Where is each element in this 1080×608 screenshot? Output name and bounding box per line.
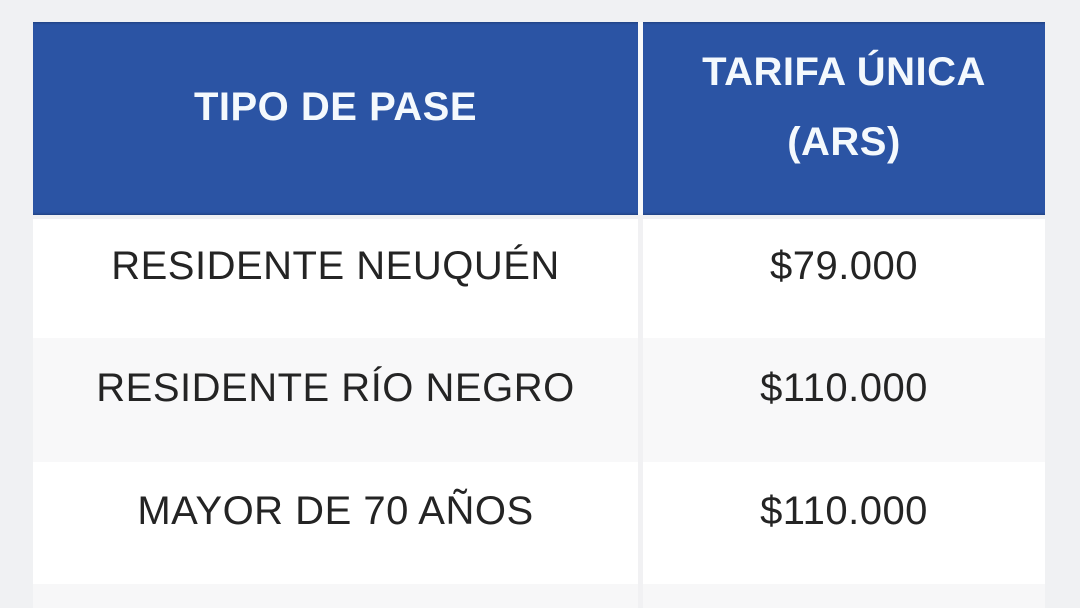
column-divider — [638, 338, 643, 462]
table-row-mayor-de-70: MAYOR DE 70 AÑOS $110.000 — [33, 462, 1045, 584]
cell-empty — [33, 584, 638, 608]
cell-tarifa: $110.000 — [643, 338, 1045, 462]
column-divider — [638, 219, 643, 338]
header-cell-tipo-de-pase: TIPO DE PASE — [33, 22, 638, 215]
header-label-tarifa-unica-line2: (ARS) — [787, 119, 901, 164]
cell-tipo-de-pase: RESIDENTE RÍO NEGRO — [33, 338, 638, 462]
header-column-divider — [638, 22, 643, 215]
column-divider — [638, 584, 643, 607]
table-row-residente-neuquen: RESIDENTE NEUQUÉN $79.000 — [33, 219, 1045, 338]
table-header-row: TIPO DE PASE TARIFA ÚNICA (ARS) — [33, 22, 1045, 215]
cell-tipo-de-pase: MAYOR DE 70 AÑOS — [33, 462, 638, 584]
cell-tipo-de-pase: RESIDENTE NEUQUÉN — [33, 219, 638, 338]
column-divider — [638, 462, 643, 584]
table-row-partial-bottom — [33, 584, 1045, 608]
header-label-tarifa-unica-line1: TARIFA ÚNICA — [702, 49, 986, 94]
tariff-table: TIPO DE PASE TARIFA ÚNICA (ARS) RESIDENT… — [33, 22, 1045, 608]
cell-tarifa: $79.000 — [643, 219, 1045, 338]
cell-tarifa: $110.000 — [643, 462, 1045, 584]
table-row-residente-rio-negro: RESIDENTE RÍO NEGRO $110.000 — [33, 338, 1045, 462]
header-cell-tarifa-unica: TARIFA ÚNICA (ARS) — [643, 22, 1045, 215]
cell-empty — [643, 584, 1045, 608]
header-label-tipo-de-pase: TIPO DE PASE — [193, 84, 478, 129]
